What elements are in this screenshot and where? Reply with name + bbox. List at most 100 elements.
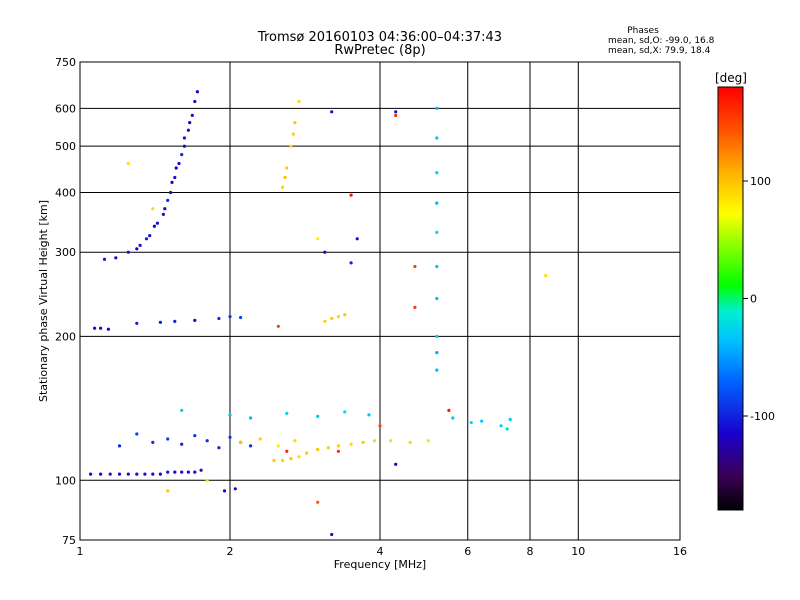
data-point xyxy=(297,455,301,459)
data-point xyxy=(117,444,122,448)
y-tick-label: 750 xyxy=(55,56,76,69)
data-point xyxy=(389,439,393,443)
data-point xyxy=(372,439,377,443)
data-point xyxy=(233,487,237,491)
data-point xyxy=(135,432,139,436)
data-point xyxy=(435,334,439,338)
data-point xyxy=(435,296,439,301)
data-point xyxy=(505,427,509,431)
data-point xyxy=(435,136,439,140)
data-point xyxy=(361,440,365,444)
data-point xyxy=(289,457,293,461)
data-point xyxy=(285,166,289,170)
data-point xyxy=(508,417,512,422)
x-tick-label: 6 xyxy=(464,545,471,558)
data-point xyxy=(151,440,155,444)
data-point xyxy=(435,106,439,110)
chart-title: Tromsø 20160103 04:36:00–04:37:43 xyxy=(257,30,502,45)
data-point xyxy=(272,458,276,463)
data-point xyxy=(89,472,93,476)
data-point xyxy=(173,175,177,180)
data-point xyxy=(323,319,327,323)
data-point xyxy=(222,489,227,493)
y-tick-label: 400 xyxy=(55,186,76,199)
data-point xyxy=(435,201,439,205)
data-point xyxy=(249,444,253,448)
x-tick-label: 2 xyxy=(227,545,234,558)
stats-x-mode: mean, sd,X: 79.9, 18.4 xyxy=(608,46,711,56)
data-point xyxy=(180,153,184,157)
data-point xyxy=(228,315,232,319)
y-axis-ticks: 75 100 200 300 400 500 600 750 xyxy=(55,56,76,547)
data-point xyxy=(281,185,285,189)
data-point xyxy=(151,207,155,211)
data-point xyxy=(180,408,184,412)
data-point xyxy=(193,99,197,104)
y-tick-label: 200 xyxy=(55,330,76,343)
data-point xyxy=(249,416,253,420)
data-point xyxy=(394,462,398,466)
data-point xyxy=(135,472,139,476)
data-point xyxy=(144,237,149,241)
data-point xyxy=(394,110,398,114)
y-axis-label: Stationary phase Virtual Height [km] xyxy=(37,200,50,402)
data-point xyxy=(239,440,243,444)
x-tick-label: 8 xyxy=(527,545,534,558)
data-point xyxy=(193,318,197,322)
data-point xyxy=(283,175,287,180)
data-point xyxy=(106,327,110,331)
data-point xyxy=(166,470,170,474)
data-point xyxy=(426,439,430,443)
data-point xyxy=(193,470,197,474)
data-point xyxy=(293,121,297,125)
data-point xyxy=(114,256,118,260)
data-point xyxy=(126,250,130,254)
data-point xyxy=(108,472,112,476)
data-point xyxy=(349,442,353,446)
x-tick-label: 4 xyxy=(377,545,384,558)
x-tick-label: 10 xyxy=(571,545,585,558)
data-point xyxy=(408,440,412,444)
chart-subtitle: RwPretec (8p) xyxy=(334,43,425,58)
x-axis-ticks: 1 2 4 6 8 10 16 xyxy=(77,545,688,558)
data-point xyxy=(343,313,347,317)
data-point xyxy=(316,447,320,452)
colorbar-tick-label: 100 xyxy=(750,175,771,188)
colorbar-ticks: -100 0 100 xyxy=(743,175,775,423)
data-point xyxy=(316,500,320,504)
data-point xyxy=(228,435,232,439)
data-point xyxy=(177,161,181,166)
colorbar: [deg] -100 0 100 xyxy=(715,71,775,511)
data-point xyxy=(190,113,194,117)
y-tick-label: 600 xyxy=(55,102,76,115)
data-point xyxy=(330,532,334,537)
data-point xyxy=(205,478,209,482)
data-point xyxy=(186,128,190,132)
colorbar-tick-label: 0 xyxy=(750,293,757,306)
data-point xyxy=(435,264,439,269)
data-point xyxy=(297,99,301,104)
data-point xyxy=(126,161,130,166)
data-point xyxy=(330,110,334,114)
data-point xyxy=(326,446,330,450)
data-point xyxy=(435,351,439,355)
data-point xyxy=(182,136,186,140)
data-point xyxy=(336,315,340,319)
data-point xyxy=(330,316,334,321)
data-point xyxy=(169,190,173,195)
colorbar-label: [deg] xyxy=(715,71,747,85)
data-point xyxy=(281,458,285,463)
data-point xyxy=(152,224,156,228)
data-point xyxy=(163,207,167,211)
y-tick-label: 500 xyxy=(55,140,76,153)
data-points xyxy=(89,90,548,537)
data-point xyxy=(151,472,155,476)
y-tick-label: 100 xyxy=(55,474,76,487)
data-point xyxy=(435,171,439,175)
data-point xyxy=(447,408,451,412)
data-point xyxy=(343,410,347,414)
stats-heading: Phases xyxy=(627,26,659,36)
data-point xyxy=(258,437,262,441)
data-point xyxy=(276,324,280,328)
